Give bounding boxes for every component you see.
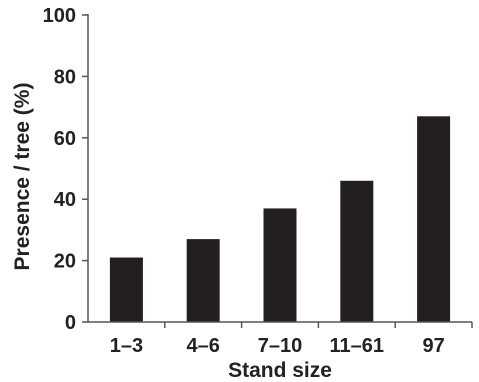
x-axis-ticks: 1–3 4–6 7–10 11–61 97 (110, 322, 473, 357)
bars (109, 116, 451, 322)
bar-1 (109, 257, 143, 322)
bar-5 (417, 116, 451, 322)
y-tick-label: 40 (54, 189, 76, 211)
y-tick-label: 60 (54, 128, 76, 150)
x-tick-label: 97 (422, 335, 444, 357)
x-axis-title: Stand size (228, 359, 332, 382)
y-axis-ticks: 0 20 40 60 80 100 (43, 5, 88, 334)
y-tick-label: 20 (54, 251, 76, 273)
y-tick-label: 0 (65, 312, 76, 334)
x-tick-label: 7–10 (258, 335, 303, 357)
x-tick-label: 4–6 (187, 335, 220, 357)
y-tick-label: 80 (54, 66, 76, 88)
x-tick-label: 11–61 (330, 335, 385, 357)
bar-4 (340, 180, 374, 322)
x-tick-label: 1–3 (110, 335, 143, 357)
bar-2 (186, 239, 220, 322)
y-tick-label: 100 (43, 5, 76, 27)
y-axis-title: Presence / tree (%) (11, 83, 34, 271)
bar-3 (263, 208, 297, 322)
